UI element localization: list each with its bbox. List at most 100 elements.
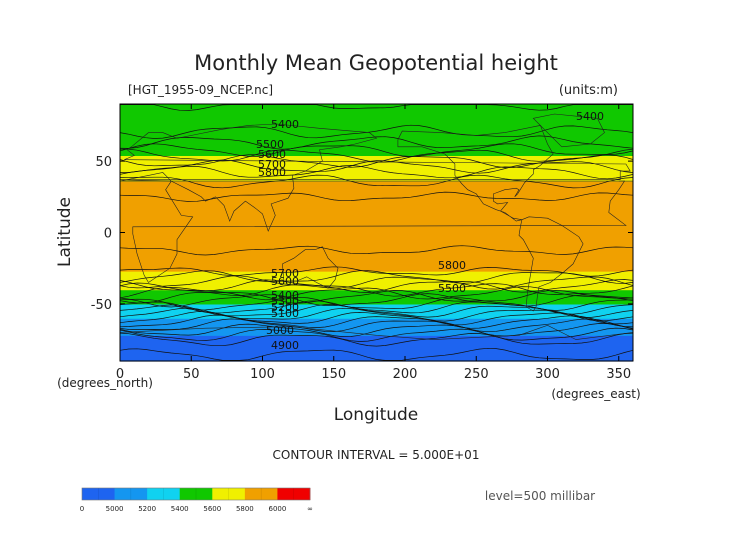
color-band	[120, 239, 633, 242]
color-band	[120, 183, 633, 186]
color-band	[120, 332, 633, 335]
x-axis-label: Longitude	[334, 405, 419, 425]
color-band	[120, 155, 633, 158]
colorbar-swatch	[179, 488, 213, 500]
contour-line	[119, 270, 634, 284]
color-band	[120, 166, 633, 169]
color-band	[120, 185, 633, 188]
color-band	[120, 272, 633, 275]
color-band	[120, 136, 633, 139]
color-band	[120, 305, 633, 308]
color-band	[120, 301, 633, 304]
colorbar-swatch	[277, 488, 311, 500]
contour-label: 5000	[266, 324, 294, 337]
color-band	[120, 126, 633, 129]
color-band	[120, 322, 633, 325]
color-band	[120, 318, 633, 321]
color-band	[120, 343, 633, 346]
coastline	[282, 246, 339, 289]
y-tick-label: 50	[95, 155, 112, 170]
color-band	[120, 243, 633, 246]
color-band	[120, 328, 633, 331]
color-band	[120, 249, 633, 252]
contour-line	[119, 300, 634, 315]
color-band	[120, 209, 633, 212]
contour-lines	[119, 104, 634, 361]
color-band	[120, 208, 633, 211]
color-band	[120, 283, 633, 286]
color-band	[120, 192, 633, 195]
color-band	[120, 178, 633, 181]
colorbar-swatch	[212, 488, 246, 500]
color-band	[120, 152, 633, 155]
color-band	[120, 313, 633, 316]
color-band	[120, 303, 633, 306]
contour-label: 5200	[271, 301, 299, 314]
color-band	[120, 295, 633, 298]
color-band	[120, 226, 633, 229]
color-band	[120, 182, 633, 185]
color-band	[120, 293, 633, 296]
color-band	[120, 199, 633, 202]
color-band	[120, 196, 633, 199]
color-band	[120, 262, 633, 265]
color-band	[120, 173, 633, 176]
color-band	[120, 215, 633, 218]
contour-line	[119, 289, 634, 304]
contour-line	[119, 124, 634, 139]
color-band	[120, 104, 633, 107]
contour-label: 5100	[271, 307, 299, 320]
contour-line	[119, 275, 634, 290]
color-band	[120, 346, 633, 349]
color-band	[120, 228, 633, 231]
color-band	[120, 179, 633, 182]
color-band	[120, 135, 633, 138]
colorbar-tick-label: 5600	[203, 505, 221, 513]
color-band	[120, 259, 633, 262]
color-band	[120, 203, 633, 206]
color-band	[120, 141, 633, 144]
color-band	[120, 158, 633, 161]
y-unit-label: (degrees_north)	[57, 376, 153, 390]
color-band	[120, 219, 633, 222]
color-band	[120, 223, 633, 226]
color-band	[120, 242, 633, 245]
color-band	[120, 245, 633, 248]
y-tick-label: 0	[104, 227, 112, 242]
color-band	[120, 289, 633, 292]
contour-line	[119, 159, 634, 174]
color-band	[120, 275, 633, 278]
color-band	[120, 128, 633, 131]
chart-title: Monthly Mean Geopotential height	[194, 51, 558, 75]
color-band	[120, 331, 633, 334]
colorbar-tick-label: 5400	[171, 505, 189, 513]
contour-label: 5500	[438, 282, 466, 295]
color-band	[120, 298, 633, 301]
color-band	[120, 282, 633, 285]
color-band	[120, 132, 633, 135]
color-band	[120, 256, 633, 259]
contour-label: 5700	[271, 267, 299, 280]
x-tick-label: 150	[321, 367, 346, 382]
color-band	[120, 248, 633, 251]
color-band	[120, 302, 633, 305]
color-band	[120, 235, 633, 238]
contour-line	[120, 104, 633, 111]
color-band	[120, 288, 633, 291]
contour-label: 5800	[438, 259, 466, 272]
x-axis-ticks: 0 50 100 150 200 250 300 350	[116, 104, 631, 382]
color-band	[120, 273, 633, 276]
x-tick-label: 300	[535, 367, 560, 382]
color-band	[120, 112, 633, 115]
color-band	[120, 108, 633, 111]
y-tick-label: -50	[91, 298, 112, 313]
color-band	[120, 276, 633, 279]
contour-line	[119, 296, 634, 311]
color-band	[120, 121, 633, 124]
color-band	[120, 266, 633, 269]
coastline	[532, 113, 605, 148]
color-band	[120, 335, 633, 338]
color-band	[120, 349, 633, 352]
contour-label: 5600	[258, 148, 286, 161]
